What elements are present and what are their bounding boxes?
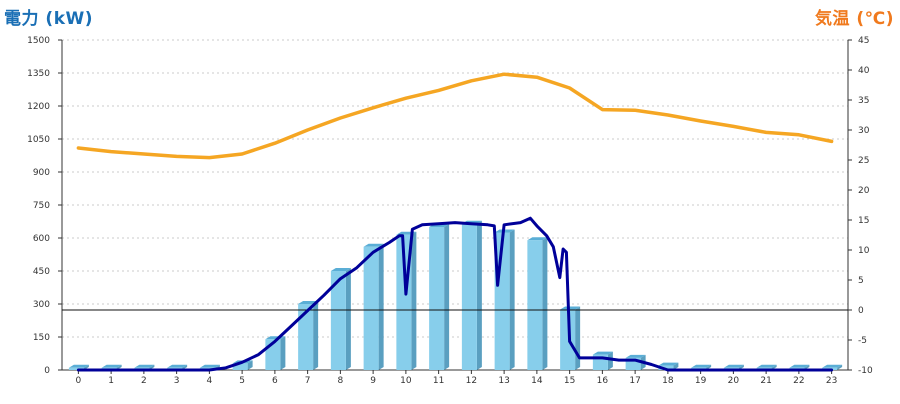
right-tick-label: -5 bbox=[858, 336, 867, 346]
bar-top bbox=[560, 306, 581, 310]
x-tick-label: 13 bbox=[498, 376, 509, 386]
left-tick-label: 1350 bbox=[27, 69, 50, 79]
x-tick-label: 8 bbox=[338, 376, 344, 386]
bar-top bbox=[101, 364, 122, 368]
left-tick-label: 750 bbox=[33, 201, 50, 211]
bar-top bbox=[756, 364, 777, 368]
x-tick-label: 0 bbox=[76, 376, 82, 386]
bar-side bbox=[444, 224, 450, 370]
bar-top bbox=[68, 364, 89, 368]
bar bbox=[68, 367, 84, 370]
right-tick-label: 25 bbox=[858, 156, 869, 166]
bar-side bbox=[607, 351, 613, 370]
left-tick-label: 1200 bbox=[27, 102, 50, 112]
bar-top bbox=[723, 364, 744, 368]
right-tick-label: 40 bbox=[858, 66, 870, 76]
x-tick-label: 6 bbox=[272, 376, 278, 386]
bar-side bbox=[345, 268, 351, 370]
bar bbox=[461, 223, 477, 370]
bar-side bbox=[313, 301, 319, 370]
x-tick-label: 19 bbox=[695, 376, 707, 386]
x-tick-label: 12 bbox=[466, 376, 477, 386]
bar-top bbox=[658, 362, 679, 366]
x-tick-label: 4 bbox=[207, 376, 213, 386]
bar bbox=[527, 240, 543, 370]
bar bbox=[429, 227, 445, 370]
bar-side bbox=[411, 231, 417, 370]
bar bbox=[330, 271, 346, 370]
bar-top bbox=[527, 237, 548, 241]
x-tick-label: 3 bbox=[174, 376, 180, 386]
left-tick-label: 150 bbox=[33, 333, 50, 343]
bar-top bbox=[592, 351, 613, 355]
x-tick-label: 2 bbox=[141, 376, 147, 386]
left-tick-label: 300 bbox=[33, 300, 50, 310]
temperature-line bbox=[76, 72, 834, 160]
x-tick-label: 11 bbox=[433, 376, 444, 386]
bar-top bbox=[167, 364, 188, 368]
bar-side bbox=[509, 229, 515, 370]
right-tick-label: 20 bbox=[858, 186, 870, 196]
bar bbox=[363, 246, 379, 370]
x-tick-label: 15 bbox=[564, 376, 575, 386]
x-tick-label: 5 bbox=[239, 376, 245, 386]
left-tick-label: 1500 bbox=[27, 36, 50, 46]
left-tick-label: 600 bbox=[33, 234, 50, 244]
right-tick-label: 35 bbox=[858, 96, 869, 106]
bar-side bbox=[837, 364, 843, 370]
bar bbox=[298, 304, 314, 370]
bar-top bbox=[298, 301, 319, 304]
x-tick-label: 21 bbox=[760, 376, 771, 386]
x-tick-label: 1 bbox=[108, 376, 114, 386]
bar bbox=[560, 309, 576, 370]
bar-top bbox=[691, 364, 712, 368]
bar-top bbox=[822, 364, 843, 368]
bar bbox=[232, 363, 248, 370]
x-tick-label: 20 bbox=[728, 376, 740, 386]
x-tick-label: 9 bbox=[370, 376, 376, 386]
left-tick-label: 0 bbox=[44, 366, 50, 376]
right-tick-label: 0 bbox=[858, 306, 864, 316]
right-tick-label: -10 bbox=[858, 366, 873, 376]
bar-top bbox=[363, 243, 384, 247]
bar-top bbox=[625, 354, 646, 358]
right-tick-label: 10 bbox=[858, 246, 870, 256]
bar-top bbox=[199, 364, 220, 368]
x-tick-label: 7 bbox=[305, 376, 311, 386]
x-tick-label: 22 bbox=[793, 376, 804, 386]
left-tick-label: 1050 bbox=[27, 135, 50, 145]
bar-side bbox=[378, 243, 384, 370]
bar-top bbox=[330, 268, 351, 271]
bar-side bbox=[280, 336, 286, 370]
bar-side bbox=[247, 360, 253, 370]
right-tick-label: 45 bbox=[858, 36, 869, 46]
bar-side bbox=[476, 220, 482, 370]
x-tick-label: 17 bbox=[629, 376, 640, 386]
x-tick-label: 16 bbox=[597, 376, 609, 386]
left-tick-label: 900 bbox=[33, 168, 50, 178]
right-tick-label: 5 bbox=[858, 276, 864, 286]
bar-top bbox=[134, 364, 155, 368]
right-tick-label: 15 bbox=[858, 216, 869, 226]
x-tick-label: 14 bbox=[531, 376, 543, 386]
bar-side bbox=[542, 237, 548, 370]
bar-side bbox=[673, 362, 679, 370]
bar-side bbox=[575, 306, 581, 370]
right-tick-label: 30 bbox=[858, 126, 870, 136]
x-tick-label: 10 bbox=[400, 376, 412, 386]
power-line bbox=[76, 216, 834, 372]
x-tick-label: 23 bbox=[826, 376, 837, 386]
left-axis-title: 電力 (kW) bbox=[4, 9, 94, 29]
right-axis-title: 気温 (℃) bbox=[814, 9, 894, 29]
left-tick-label: 450 bbox=[33, 267, 50, 277]
x-tick-label: 18 bbox=[662, 376, 674, 386]
bar-top bbox=[789, 364, 810, 368]
